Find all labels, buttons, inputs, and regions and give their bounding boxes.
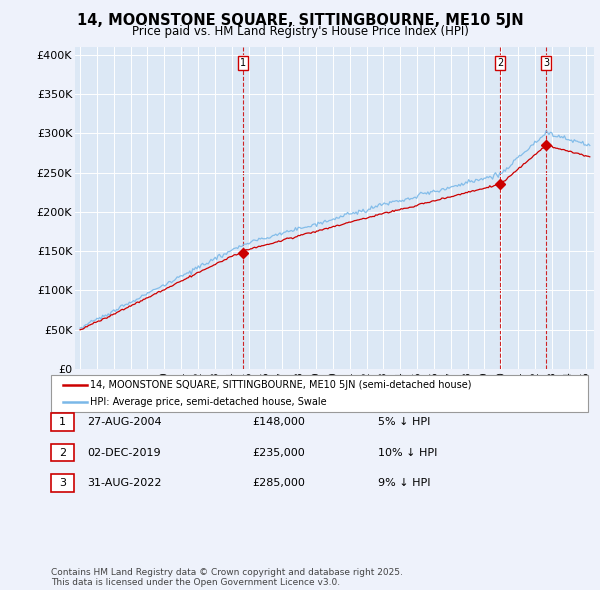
Text: 1: 1	[239, 58, 246, 68]
Text: 1: 1	[59, 417, 66, 427]
Text: 31-AUG-2022: 31-AUG-2022	[87, 478, 161, 488]
Text: HPI: Average price, semi-detached house, Swale: HPI: Average price, semi-detached house,…	[90, 396, 326, 407]
Text: 3: 3	[59, 478, 66, 488]
Text: 14, MOONSTONE SQUARE, SITTINGBOURNE, ME10 5JN: 14, MOONSTONE SQUARE, SITTINGBOURNE, ME1…	[77, 13, 523, 28]
Text: 5% ↓ HPI: 5% ↓ HPI	[378, 417, 430, 427]
Text: 3: 3	[543, 58, 549, 68]
Text: Contains HM Land Registry data © Crown copyright and database right 2025.
This d: Contains HM Land Registry data © Crown c…	[51, 568, 403, 587]
Text: Price paid vs. HM Land Registry's House Price Index (HPI): Price paid vs. HM Land Registry's House …	[131, 25, 469, 38]
Text: 9% ↓ HPI: 9% ↓ HPI	[378, 478, 431, 488]
Text: 10% ↓ HPI: 10% ↓ HPI	[378, 448, 437, 457]
Text: £285,000: £285,000	[252, 478, 305, 488]
Text: 02-DEC-2019: 02-DEC-2019	[87, 448, 161, 457]
Text: £148,000: £148,000	[252, 417, 305, 427]
Text: 2: 2	[497, 58, 503, 68]
Text: 27-AUG-2004: 27-AUG-2004	[87, 417, 161, 427]
Text: 2: 2	[59, 448, 66, 457]
Text: 14, MOONSTONE SQUARE, SITTINGBOURNE, ME10 5JN (semi-detached house): 14, MOONSTONE SQUARE, SITTINGBOURNE, ME1…	[90, 381, 472, 391]
Text: £235,000: £235,000	[252, 448, 305, 457]
